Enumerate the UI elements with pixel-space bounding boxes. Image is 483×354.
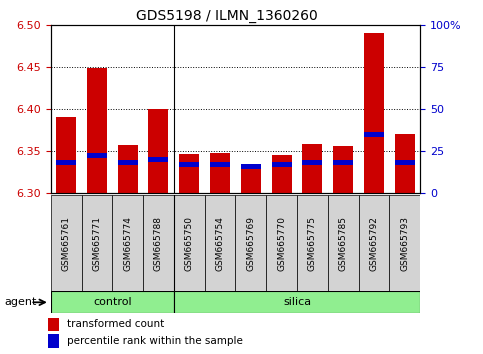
FancyBboxPatch shape: [112, 195, 143, 292]
Text: GSM665771: GSM665771: [92, 216, 101, 271]
Bar: [241, 165, 261, 193]
FancyBboxPatch shape: [297, 195, 328, 292]
Bar: [48, 318, 58, 331]
FancyBboxPatch shape: [266, 195, 297, 292]
Bar: [364, 132, 384, 137]
Bar: [302, 144, 323, 193]
Bar: [118, 145, 138, 193]
Text: percentile rank within the sample: percentile rank within the sample: [67, 336, 242, 346]
Bar: [395, 134, 415, 193]
Text: GSM665770: GSM665770: [277, 216, 286, 271]
Bar: [302, 160, 323, 165]
Text: GSM665754: GSM665754: [215, 216, 225, 271]
Text: GSM665761: GSM665761: [62, 216, 71, 271]
Bar: [179, 162, 199, 167]
Bar: [241, 164, 261, 169]
Text: GSM665750: GSM665750: [185, 216, 194, 271]
FancyBboxPatch shape: [389, 195, 420, 292]
Bar: [364, 33, 384, 193]
Bar: [271, 162, 292, 167]
Bar: [395, 160, 415, 165]
Text: control: control: [93, 297, 131, 307]
Text: GSM665793: GSM665793: [400, 216, 409, 271]
FancyBboxPatch shape: [174, 195, 205, 292]
Text: silica: silica: [283, 297, 311, 307]
Bar: [210, 153, 230, 193]
Bar: [87, 153, 107, 159]
Bar: [333, 160, 353, 165]
Bar: [148, 157, 169, 162]
Bar: [333, 146, 353, 193]
Text: GSM665775: GSM665775: [308, 216, 317, 271]
FancyBboxPatch shape: [205, 195, 236, 292]
FancyBboxPatch shape: [358, 195, 389, 292]
Bar: [148, 109, 169, 193]
Text: GSM665792: GSM665792: [369, 216, 379, 271]
FancyBboxPatch shape: [51, 195, 82, 292]
FancyBboxPatch shape: [174, 291, 420, 313]
FancyBboxPatch shape: [236, 195, 266, 292]
Text: GSM665769: GSM665769: [246, 216, 256, 271]
FancyBboxPatch shape: [51, 291, 174, 313]
Text: transformed count: transformed count: [67, 319, 164, 329]
Text: agent: agent: [5, 297, 37, 307]
Bar: [87, 68, 107, 193]
Bar: [48, 334, 58, 348]
Text: GSM665788: GSM665788: [154, 216, 163, 271]
Bar: [56, 160, 76, 165]
FancyBboxPatch shape: [82, 195, 112, 292]
Text: GDS5198 / ILMN_1360260: GDS5198 / ILMN_1360260: [136, 9, 318, 23]
Bar: [56, 117, 76, 193]
FancyBboxPatch shape: [328, 195, 358, 292]
Bar: [118, 160, 138, 165]
Text: GSM665774: GSM665774: [123, 216, 132, 271]
Bar: [271, 155, 292, 193]
FancyBboxPatch shape: [143, 195, 174, 292]
Bar: [210, 162, 230, 167]
Bar: [179, 154, 199, 193]
Text: GSM665785: GSM665785: [339, 216, 348, 271]
